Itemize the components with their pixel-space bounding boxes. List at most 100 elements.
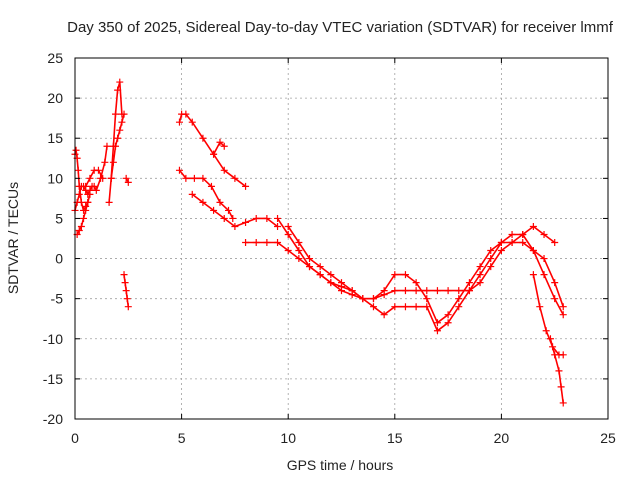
data-point-pass-n — [540, 271, 548, 279]
data-point-pass-m — [487, 263, 495, 271]
data-point-pass-n — [423, 295, 431, 303]
data-point-pass-k — [231, 222, 239, 230]
data-point-pass-m — [551, 279, 559, 287]
data-point-pass-f — [109, 158, 117, 166]
data-point-pass-o — [316, 263, 324, 271]
data-point-pass-e — [114, 86, 122, 94]
data-point-pass-o — [476, 271, 484, 279]
data-point-pass-o — [433, 327, 441, 335]
data-point-pass-a — [101, 158, 109, 166]
data-point-pass-j — [216, 198, 224, 206]
data-point-pass-k — [252, 214, 260, 222]
y-tick-label: -20 — [43, 411, 63, 427]
y-axis-label: SDTVAR / TECUs — [5, 182, 21, 294]
data-point-pass-k — [220, 214, 228, 222]
data-point-pass-o — [359, 295, 367, 303]
data-point-pass-n — [391, 271, 399, 279]
chart-title: Day 350 of 2025, Sidereal Day-to-day VTE… — [67, 19, 614, 36]
data-point-pass-q — [546, 335, 554, 343]
data-point-pass-o — [348, 287, 356, 295]
data-point-pass-o — [338, 279, 345, 287]
data-point-pass-k — [188, 190, 196, 198]
data-point-pass-f — [107, 174, 115, 182]
data-point-pass-n — [380, 287, 388, 295]
data-point-pass-o — [412, 303, 420, 311]
x-tick-label: 25 — [600, 430, 616, 446]
x-tick-label: 5 — [178, 430, 186, 446]
y-tick-label: -15 — [43, 371, 63, 387]
data-point-pass-f — [114, 134, 122, 142]
data-point-pass-o — [465, 287, 473, 295]
data-point-pass-o — [391, 303, 399, 311]
data-point-pass-n — [444, 311, 452, 319]
axis-ticks: 0 5 10 15 20 25 -20 -15 -10 -5 0 5 10 15 20 25 — [43, 50, 616, 446]
data-point-pass-e — [116, 78, 124, 86]
data-point-pass-h — [120, 271, 128, 279]
data-point-pass-b — [75, 182, 83, 190]
data-point-pass-m — [540, 255, 548, 263]
data-point-pass-o — [508, 239, 516, 247]
data-point-pass-i — [242, 182, 250, 190]
data-point-pass-m — [433, 287, 441, 295]
data-point-pass-n — [433, 319, 441, 327]
data-point-pass-m — [519, 239, 527, 247]
data-point-pass-h — [123, 295, 131, 303]
y-tick-label: 20 — [47, 90, 63, 106]
data-point-pass-g — [124, 178, 132, 186]
data-point-pass-p — [542, 327, 550, 335]
data-point-pass-h — [124, 303, 132, 311]
data-point-pass-g — [122, 174, 130, 182]
data-point-pass-p — [536, 303, 544, 311]
data-point-pass-i — [188, 118, 196, 126]
data-point-pass-j — [225, 206, 233, 214]
data-point-pass-i — [182, 110, 190, 118]
data-point-pass-o — [455, 303, 463, 311]
y-tick-label: 5 — [55, 210, 63, 226]
data-point-pass-n — [551, 295, 559, 303]
data-point-pass-n — [316, 271, 324, 279]
data-point-pass-j — [182, 174, 190, 182]
data-point-pass-m — [455, 287, 463, 295]
data-point-pass-m — [252, 239, 260, 247]
x-tick-label: 0 — [71, 430, 79, 446]
data-point-pass-n — [455, 295, 463, 303]
data-point-pass-o — [529, 222, 537, 230]
data-point-pass-f — [120, 110, 128, 118]
data-point-pass-o — [401, 303, 409, 311]
data-point-pass-c — [86, 190, 94, 198]
data-point-pass-b — [72, 146, 80, 154]
data-point-pass-j — [190, 174, 198, 182]
y-tick-label: -10 — [43, 331, 63, 347]
data-point-pass-n — [508, 230, 516, 238]
data-point-pass-d — [82, 182, 90, 190]
data-point-pass-m — [497, 247, 505, 255]
x-tick-label: 10 — [280, 430, 296, 446]
data-point-pass-m — [444, 287, 452, 295]
data-point-pass-o — [423, 303, 431, 311]
data-point-pass-i — [175, 118, 183, 126]
data-point-pass-m — [476, 279, 484, 287]
data-point-pass-b — [77, 198, 85, 206]
data-point-pass-c — [77, 222, 85, 230]
data-point-pass-k — [274, 222, 282, 230]
data-point-pass-n — [274, 214, 282, 222]
data-series — [71, 78, 567, 407]
y-tick-label: -5 — [51, 291, 64, 307]
data-point-pass-c — [84, 198, 92, 206]
data-point-pass-n — [559, 311, 567, 319]
data-point-pass-n — [476, 263, 484, 271]
data-point-pass-o — [497, 239, 505, 247]
data-point-pass-c — [75, 226, 83, 234]
y-tick-label: 0 — [55, 251, 63, 267]
data-point-pass-e — [112, 110, 120, 118]
data-point-pass-q — [557, 383, 565, 391]
data-point-pass-l — [210, 150, 218, 158]
data-point-pass-n — [401, 271, 409, 279]
data-point-pass-m — [423, 287, 431, 295]
data-point-pass-c — [82, 206, 90, 214]
data-point-pass-k — [199, 198, 207, 206]
data-point-pass-h — [122, 287, 130, 295]
y-tick-label: 10 — [47, 170, 63, 186]
x-tick-label: 15 — [387, 430, 403, 446]
